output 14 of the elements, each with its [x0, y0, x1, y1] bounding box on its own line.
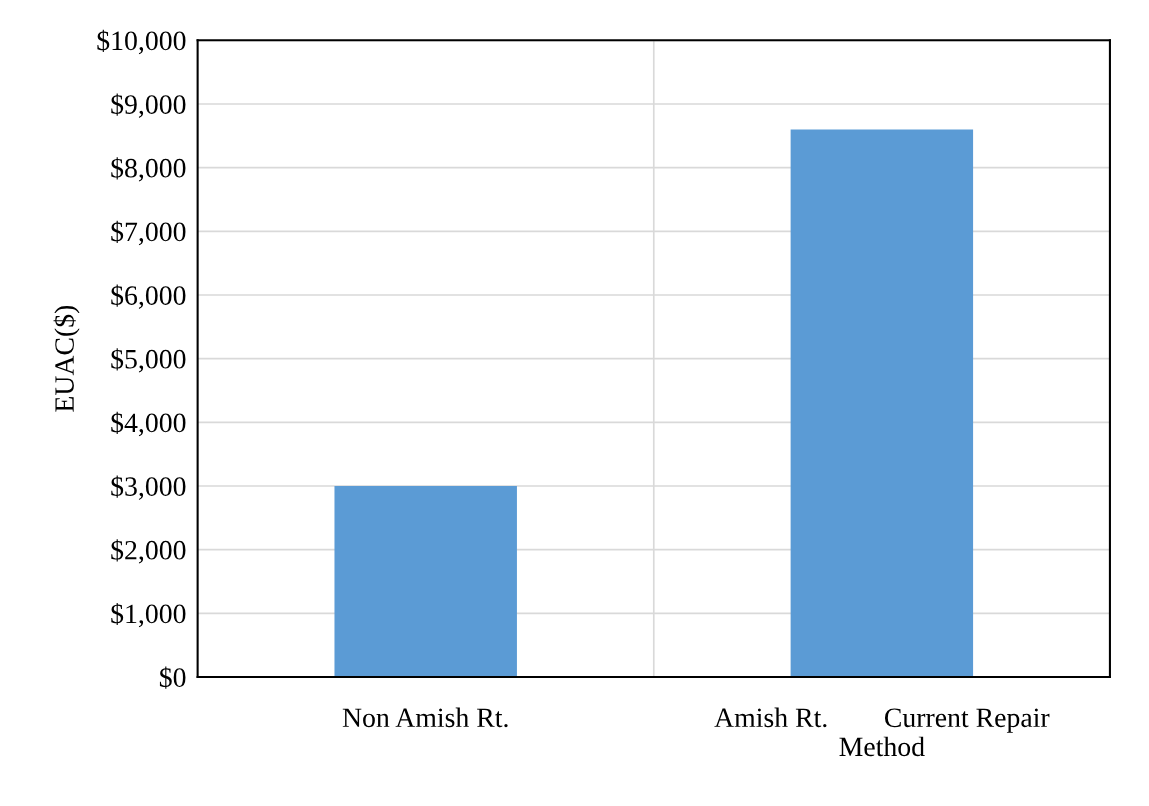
x-tick-label: Non Amish Rt.: [342, 707, 508, 728]
y-tick-label: $3,000: [111, 475, 186, 500]
y-tick-label: $4,000: [111, 411, 186, 437]
y-tick-label: $2,000: [111, 539, 186, 564]
y-tick-label: $5,000: [111, 348, 186, 373]
y-tick-label: $1,000: [111, 602, 186, 628]
y-tick-label: $8,000: [111, 157, 186, 182]
y-tick-label: $0: [159, 666, 186, 689]
y-tick-label: $9,000: [111, 93, 186, 118]
y-tick-label: $10,000: [97, 29, 186, 55]
y-tick-label: $7,000: [111, 220, 186, 246]
x-tick-label: Amish Rt. Current Repair Method: [714, 707, 1050, 757]
y-tick-label: $6,000: [111, 284, 186, 309]
y-axis-title: EUAC($): [53, 305, 80, 412]
